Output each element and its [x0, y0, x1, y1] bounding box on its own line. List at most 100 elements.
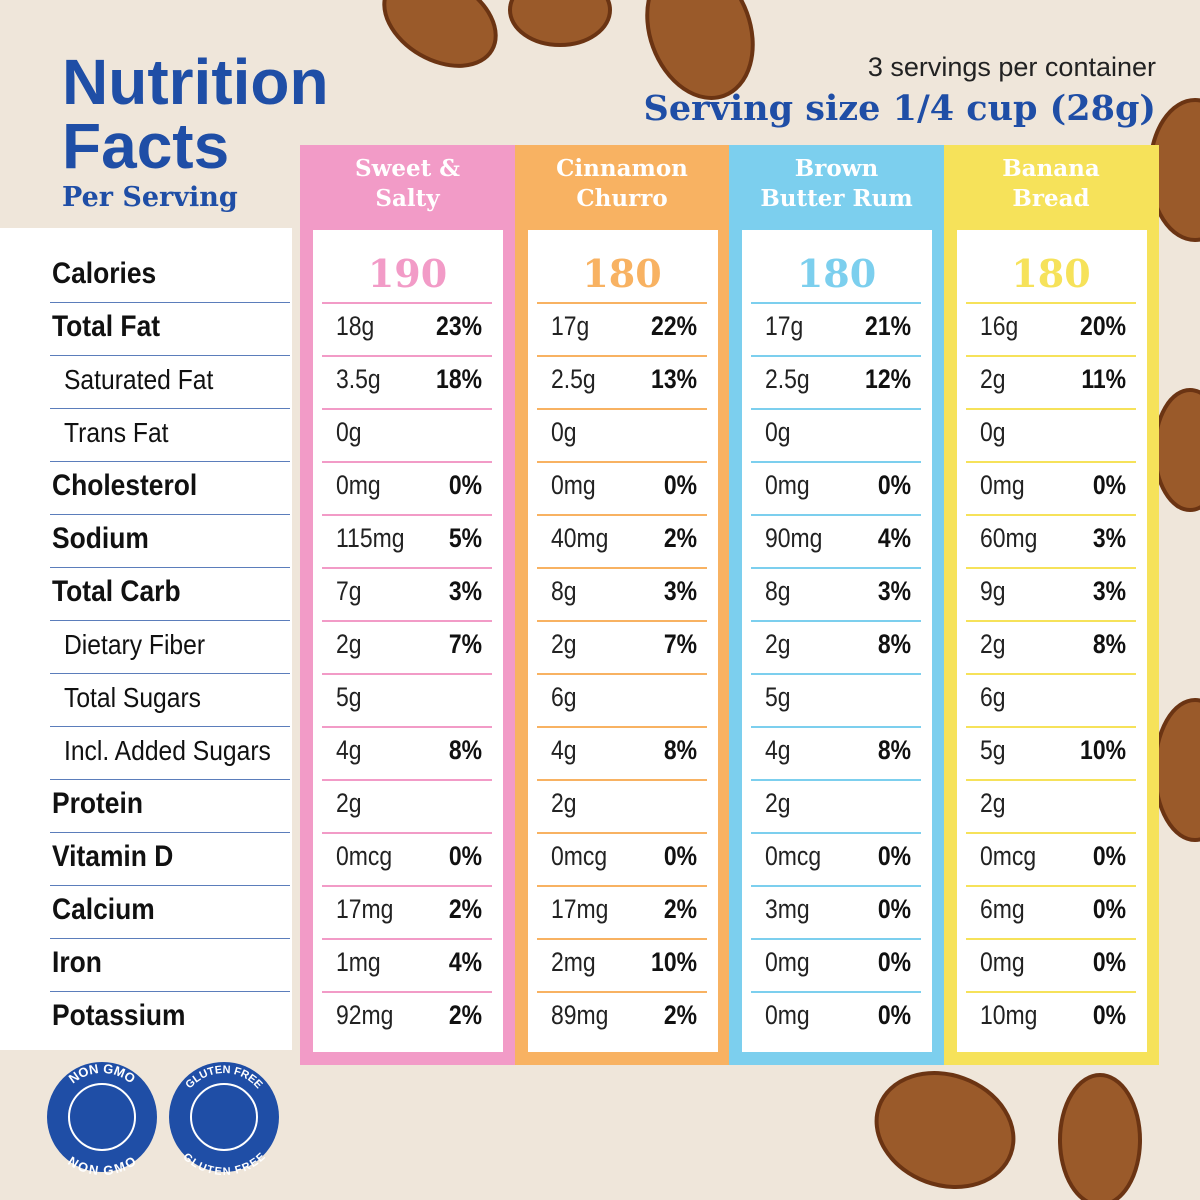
amount: 8g — [765, 576, 791, 606]
row-divider — [50, 885, 290, 886]
daily-value: 3% — [663, 576, 697, 606]
cell-divider — [322, 620, 492, 622]
amount: 8g — [550, 576, 577, 606]
cell-divider — [322, 832, 492, 834]
cell-divider — [536, 620, 707, 622]
row-label: Calcium — [52, 893, 155, 926]
daily-value: 8% — [663, 735, 697, 765]
amount: 17g — [550, 311, 589, 341]
row-label: Dietary Fiber — [64, 629, 206, 660]
amount: 0mg — [765, 947, 810, 977]
cell-divider — [751, 302, 921, 304]
daily-value: 10% — [650, 947, 697, 977]
amount: 2g — [765, 788, 791, 818]
cell-divider — [751, 408, 921, 410]
daily-value: 3% — [1092, 576, 1126, 606]
cell-divider — [965, 991, 1136, 993]
column-box — [313, 230, 503, 1052]
row-divider — [50, 514, 290, 515]
row-label: Vitamin D — [52, 840, 174, 873]
cell-divider — [536, 514, 707, 516]
cell-divider — [751, 991, 921, 993]
amount: 0mg — [336, 470, 381, 500]
cell-divider — [751, 514, 921, 516]
row-divider — [50, 620, 290, 621]
cell-divider — [322, 673, 492, 675]
cell-divider — [965, 779, 1136, 781]
cell-divider — [965, 726, 1136, 728]
cell-divider — [751, 461, 921, 463]
amount: 2g — [979, 788, 1006, 818]
row-label: Saturated Fat — [64, 364, 214, 395]
daily-value: 8% — [448, 735, 482, 765]
daily-value: 0% — [448, 841, 482, 871]
amount: 17mg — [336, 894, 394, 924]
cell-divider — [322, 779, 492, 781]
daily-value: 0% — [877, 841, 911, 871]
row-label: Incl. Added Sugars — [64, 735, 271, 766]
amount: 4g — [336, 735, 362, 765]
cell-divider — [536, 726, 707, 728]
cell-divider — [965, 408, 1136, 410]
cell-divider — [322, 461, 492, 463]
amount: 115mg — [336, 523, 405, 553]
daily-value: 0% — [663, 470, 697, 500]
row-label: Cholesterol — [52, 469, 198, 502]
daily-value: 0% — [448, 470, 482, 500]
amount: 60mg — [979, 523, 1037, 553]
column-name: Brown — [794, 155, 879, 182]
row-divider — [50, 726, 290, 727]
amount: 3mg — [765, 894, 810, 924]
daily-value: 3% — [877, 576, 911, 606]
cell-divider — [965, 514, 1136, 516]
row-divider — [50, 461, 290, 462]
cell-divider — [322, 885, 492, 887]
cell-divider — [536, 302, 707, 304]
amount: 16g — [979, 311, 1018, 341]
row-divider — [50, 567, 290, 568]
daily-value: 5% — [448, 523, 482, 553]
cell-divider — [536, 408, 707, 410]
cell-divider — [536, 991, 707, 993]
amount: 2.5g — [550, 364, 596, 394]
amount: 2.5g — [765, 364, 810, 394]
amount: 0mcg — [765, 841, 822, 871]
amount: 0g — [336, 417, 362, 447]
amount: 9g — [979, 576, 1006, 606]
daily-value: 2% — [663, 894, 697, 924]
daily-value: 2% — [663, 1000, 697, 1030]
daily-value: 0% — [1092, 841, 1126, 871]
calories: 180 — [1011, 251, 1091, 296]
amount: 18g — [336, 311, 375, 341]
daily-value: 4% — [877, 523, 911, 553]
title: Facts — [62, 110, 230, 182]
amount: 4g — [550, 735, 577, 765]
daily-value: 0% — [877, 947, 911, 977]
daily-value: 10% — [1079, 735, 1126, 765]
row-divider — [50, 355, 290, 356]
daily-value: 0% — [663, 841, 697, 871]
cell-divider — [751, 567, 921, 569]
daily-value: 0% — [877, 470, 911, 500]
amount: 92mg — [336, 1000, 394, 1030]
row-label: Iron — [52, 946, 102, 979]
amount: 0g — [979, 417, 1006, 447]
amount: 17g — [765, 311, 804, 341]
row-divider — [50, 991, 290, 992]
column-name: Bread — [1012, 185, 1090, 212]
row-label: Trans Fat — [64, 417, 169, 448]
amount: 3.5g — [336, 364, 381, 394]
cell-divider — [965, 355, 1136, 357]
calories: 180 — [796, 251, 877, 296]
amount: 10mg — [979, 1000, 1037, 1030]
daily-value: 22% — [650, 311, 697, 341]
daily-value: 0% — [1092, 894, 1126, 924]
daily-value: 7% — [448, 629, 482, 659]
title: Nutrition — [62, 46, 329, 118]
amount: 2mg — [550, 947, 596, 977]
amount: 0mg — [550, 470, 596, 500]
daily-value: 3% — [1092, 523, 1126, 553]
daily-value: 3% — [448, 576, 482, 606]
cell-divider — [322, 302, 492, 304]
